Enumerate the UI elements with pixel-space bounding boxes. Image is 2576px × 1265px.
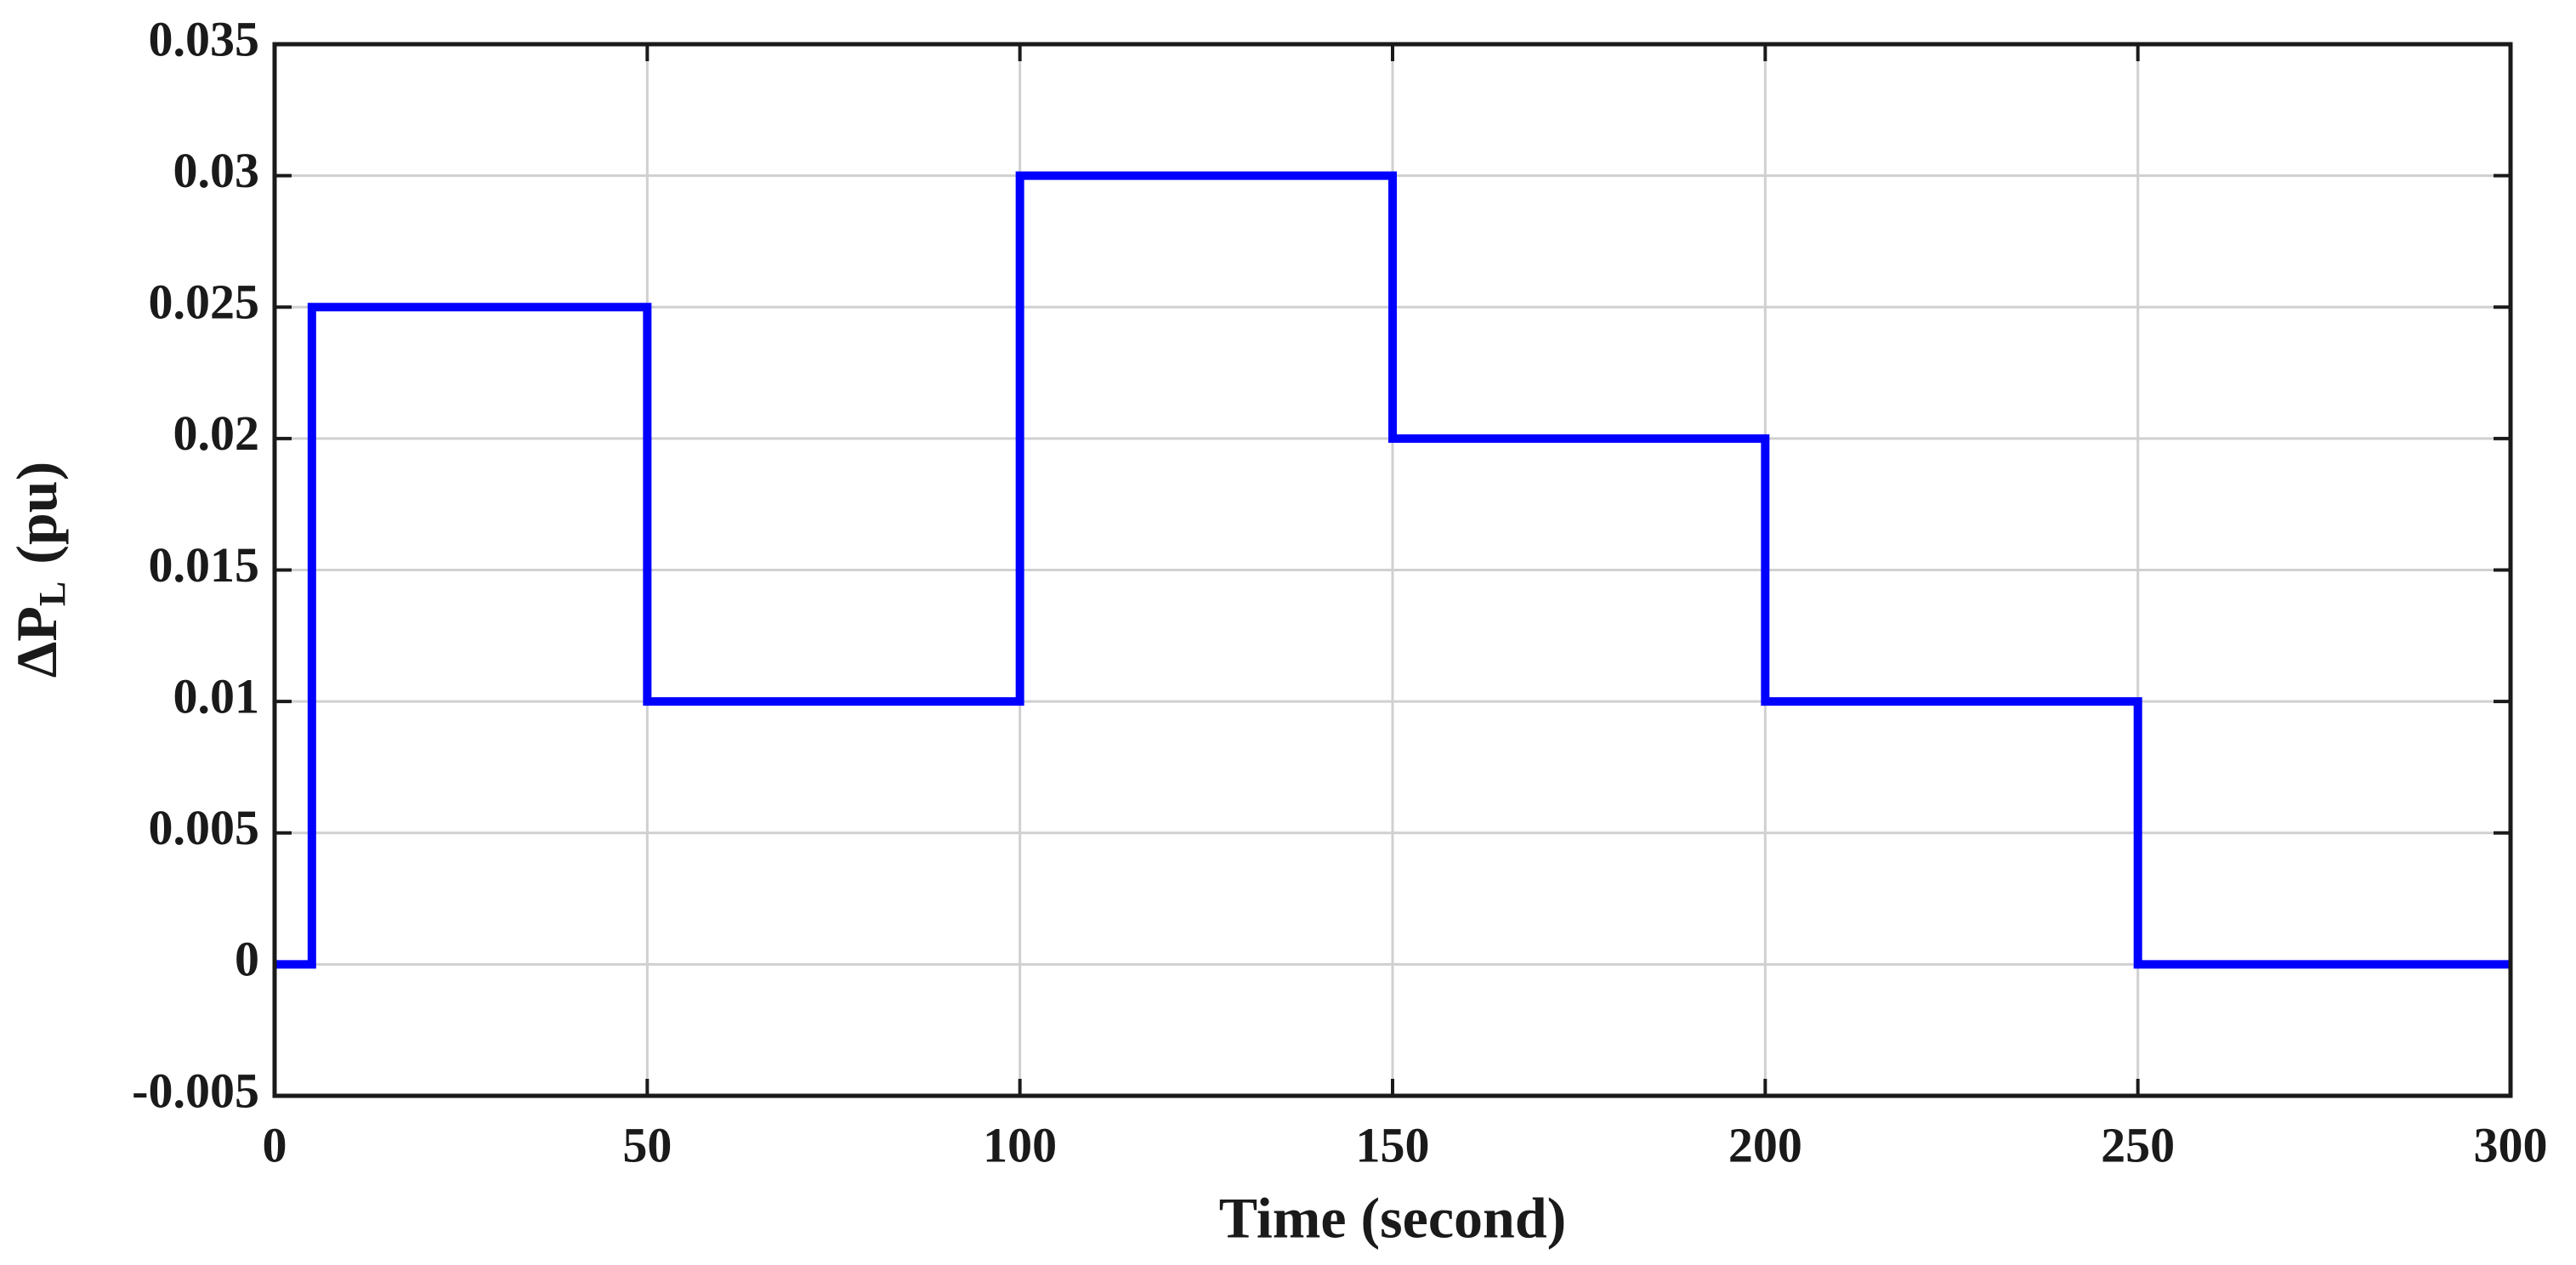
y-label-unit: (pu) bbox=[4, 462, 69, 564]
x-tick-label: 50 bbox=[622, 1117, 672, 1172]
y-label-main: ΔP bbox=[4, 606, 69, 678]
y-tick-label: 0 bbox=[235, 932, 259, 987]
data-line bbox=[275, 171, 2511, 969]
y-tick-label: 0.03 bbox=[173, 143, 260, 198]
y-tick-label: 0.015 bbox=[149, 537, 260, 593]
x-tick-label: 200 bbox=[1728, 1117, 1802, 1172]
x-tick-label: 300 bbox=[2474, 1117, 2548, 1172]
y-tick-label: 0.02 bbox=[173, 406, 260, 461]
x-tick-label: 0 bbox=[263, 1117, 287, 1172]
x-tick-label: 150 bbox=[1356, 1117, 1430, 1172]
y-tick-label: 0.01 bbox=[173, 668, 260, 723]
plot-frame bbox=[272, 42, 2513, 1098]
y-axis-label: ΔPL (pu) bbox=[4, 462, 73, 678]
x-tick-label: 100 bbox=[983, 1117, 1057, 1172]
y-tick-label: 0.025 bbox=[149, 275, 260, 330]
y-tick-label: -0.005 bbox=[132, 1063, 259, 1118]
x-axis-label: Time (second) bbox=[1219, 1186, 1567, 1251]
x-tick-label: 250 bbox=[2101, 1117, 2175, 1172]
y-label-sub: L bbox=[31, 581, 73, 606]
y-tick-label: 0.005 bbox=[149, 800, 260, 855]
y-tick-label: 0.035 bbox=[149, 11, 260, 66]
